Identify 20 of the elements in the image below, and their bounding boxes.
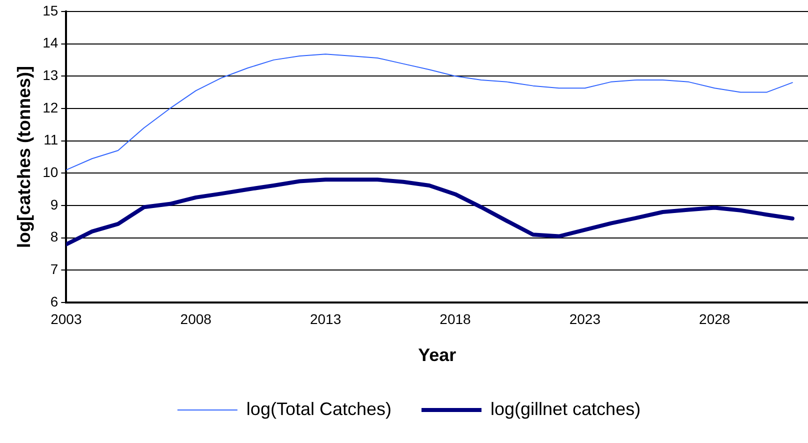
y-tick-label: 13 (42, 66, 58, 83)
x-tick-label: 2018 (440, 310, 472, 327)
y-tick-label: 15 (42, 2, 58, 18)
x-axis-title: Year (418, 345, 456, 366)
y-tick-label: 9 (50, 196, 58, 212)
y-tick-label: 11 (44, 132, 58, 148)
legend-label: log(gillnet catches) (490, 398, 641, 419)
x-tick-label: 2023 (569, 310, 601, 327)
x-tick-label: 2008 (180, 310, 212, 327)
y-tick-label: 14 (42, 34, 58, 51)
x-tick-label: 2003 (50, 310, 82, 327)
legend-label: log(Total Catches) (246, 398, 392, 419)
y-tick-label: 6 (50, 293, 58, 310)
y-tick-label: 7 (50, 261, 58, 278)
y-tick-label: 10 (42, 164, 58, 180)
y-tick-label: 12 (42, 99, 58, 116)
y-axis-title: log[catches (tonnes)] (14, 66, 34, 248)
x-tick-label: 2013 (310, 310, 342, 327)
y-tick-label: 8 (50, 228, 58, 245)
x-tick-label: 2028 (699, 310, 730, 327)
